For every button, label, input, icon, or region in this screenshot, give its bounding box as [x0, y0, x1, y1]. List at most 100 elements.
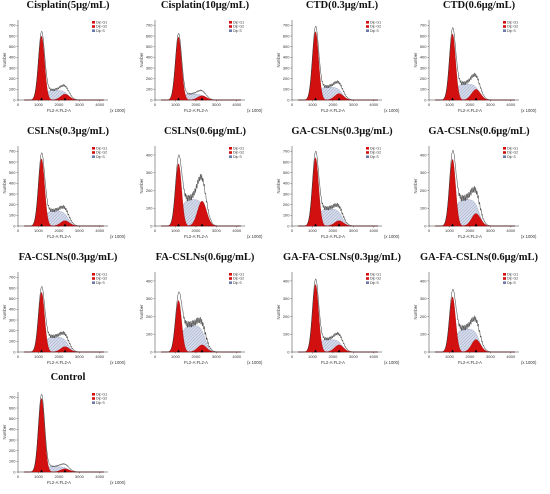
- x-tick-label: 0: [428, 354, 431, 359]
- y-tick-label: 400: [146, 55, 153, 60]
- histogram-plot: 0 100 200 300 400 500 600 700 Number 0 1000 2000 300…: [276, 20, 400, 113]
- x-tick-label: 2000: [465, 102, 475, 107]
- x-tick-label: 3000: [212, 228, 222, 233]
- legend-swatch: [92, 277, 95, 280]
- legend-label: Dip G1: [507, 20, 518, 24]
- x-axis-label: FL2-A:FL2-A: [458, 360, 482, 365]
- legend-label: Dip S: [507, 155, 516, 159]
- x-tick-label: 1000: [308, 354, 318, 359]
- histogram-plot: 0 100 200 300 400 500 600 700 Number 0 1000 2000 300…: [2, 20, 126, 113]
- y-axis-label: Number: [2, 52, 7, 67]
- panel-title: FA-CSLNs(0.6μg/mL): [155, 252, 255, 263]
- x-tick-label: 3000: [75, 228, 85, 233]
- y-tick-label: 100: [9, 459, 16, 464]
- histogram-envelope: [24, 286, 104, 353]
- panel-title: FA-CSLNs(0.3μg/mL): [18, 252, 118, 263]
- legend-label: Dip G2: [507, 25, 518, 29]
- x-tick-label: 4000: [506, 102, 516, 107]
- legend-label: Dip S: [233, 155, 242, 159]
- y-tick-label: 600: [146, 33, 153, 38]
- y-tick-label: 500: [9, 296, 16, 301]
- x-tick-label: 2000: [191, 354, 201, 359]
- x-axis-label: FL2-A:FL2-A: [47, 480, 71, 485]
- y-tick-label: 100: [9, 339, 16, 344]
- y-tick-label: 200: [9, 448, 16, 453]
- legend-label: Dip S: [96, 155, 105, 159]
- peak-marker: [40, 349, 44, 353]
- legend-swatch: [92, 401, 95, 404]
- x-tick-label: 3000: [486, 354, 496, 359]
- histogram-panel: Cisplatin(10μg/mL) 0 100 200 300 400 500 600 700…: [137, 0, 273, 122]
- y-tick-label: 300: [283, 191, 290, 196]
- x-tick-label: 0: [17, 228, 20, 233]
- legend-label: Dip G2: [96, 397, 107, 401]
- legend-swatch: [92, 151, 95, 154]
- legend-swatch: [229, 25, 232, 28]
- x-axis-label: FL2-A:FL2-A: [47, 234, 71, 239]
- peak-marker: [63, 223, 67, 227]
- y-tick-label: 600: [283, 159, 290, 164]
- x-tick-label: 0: [428, 228, 431, 233]
- histogram-plot: 0 100 200 300 400 Number 0 1000 2000 3000 4000 FL2-…: [413, 146, 537, 239]
- y-tick-label: 100: [146, 87, 153, 92]
- y-tick-label: 0: [150, 349, 153, 354]
- y-tick-label: 0: [150, 97, 153, 102]
- y-tick-label: 400: [9, 427, 16, 432]
- x-tick-label: 1000: [34, 102, 44, 107]
- x-tick-label: 4000: [369, 102, 379, 107]
- x-unit-label: (x 1000): [521, 234, 537, 239]
- y-tick-label: 0: [150, 223, 153, 228]
- legend-swatch: [92, 155, 95, 158]
- x-tick-label: 4000: [506, 354, 516, 359]
- legend-label: Dip S: [507, 281, 516, 285]
- g1-peak-area: [24, 35, 104, 101]
- peak-marker: [200, 97, 204, 101]
- y-tick-label: 0: [424, 349, 427, 354]
- legend-label: Dip G1: [96, 146, 107, 150]
- y-tick-label: 200: [9, 328, 16, 333]
- legend-label: Dip G1: [96, 272, 107, 276]
- peak-marker: [314, 223, 318, 227]
- x-unit-label: (x 1000): [110, 234, 126, 239]
- x-tick-label: 3000: [212, 354, 222, 359]
- peak-marker: [314, 349, 318, 353]
- x-tick-label: 1000: [34, 354, 44, 359]
- x-axis-label: FL2-A:FL2-A: [458, 108, 482, 113]
- y-tick-label: 600: [420, 33, 427, 38]
- panel-title: CSLNs(0.6μg/mL): [163, 126, 247, 137]
- histogram-panel: GA-FA-CSLNs(0.6μg/mL) 0 100 200 300 400 Number…: [411, 252, 547, 374]
- y-tick-label: 400: [9, 307, 16, 312]
- legend-swatch: [229, 151, 232, 154]
- y-tick-label: 400: [146, 152, 153, 157]
- y-tick-label: 200: [283, 76, 290, 81]
- histogram-panel: CTD(0.6μg/mL) 0 100 200 300 400 500 600 700 Numbe…: [411, 0, 547, 122]
- histogram-plot: 0 100 200 300 400 500 600 700 Number 0 1000 2000 300…: [2, 272, 126, 365]
- y-tick-label: 0: [287, 223, 290, 228]
- x-axis-label: FL2-A:FL2-A: [321, 108, 345, 113]
- y-tick-label: 0: [424, 223, 427, 228]
- histogram-plot: 0 100 200 300 400 Number 0 1000 2000 3000 4000 FL2-…: [139, 272, 263, 365]
- peak-marker: [451, 223, 455, 227]
- y-tick-label: 300: [420, 296, 427, 301]
- y-tick-label: 600: [9, 285, 16, 290]
- panel-title: GA-FA-CSLNs(0.6μg/mL): [419, 252, 539, 263]
- y-tick-label: 300: [146, 65, 153, 70]
- x-tick-label: 0: [154, 102, 157, 107]
- x-tick-label: 1000: [171, 102, 181, 107]
- legend-swatch: [366, 21, 369, 24]
- x-tick-label: 1000: [445, 354, 455, 359]
- legend-swatch: [503, 281, 506, 284]
- peak-marker: [451, 349, 455, 353]
- legend-swatch: [503, 29, 506, 32]
- peak-marker: [200, 223, 204, 227]
- legend-label: Dip G2: [96, 277, 107, 281]
- y-tick-label: 200: [420, 188, 427, 193]
- peak-marker: [337, 97, 341, 101]
- legend-swatch: [366, 29, 369, 32]
- y-tick-label: 400: [420, 55, 427, 60]
- histogram-envelope: [435, 149, 515, 227]
- histogram-panel: GA-FA-CSLNs(0.3μg/mL) 0 100 200 300 400 Number…: [274, 252, 410, 374]
- panel-title: CSLNs(0.3μg/mL): [26, 126, 110, 137]
- y-axis-label: Number: [276, 178, 281, 193]
